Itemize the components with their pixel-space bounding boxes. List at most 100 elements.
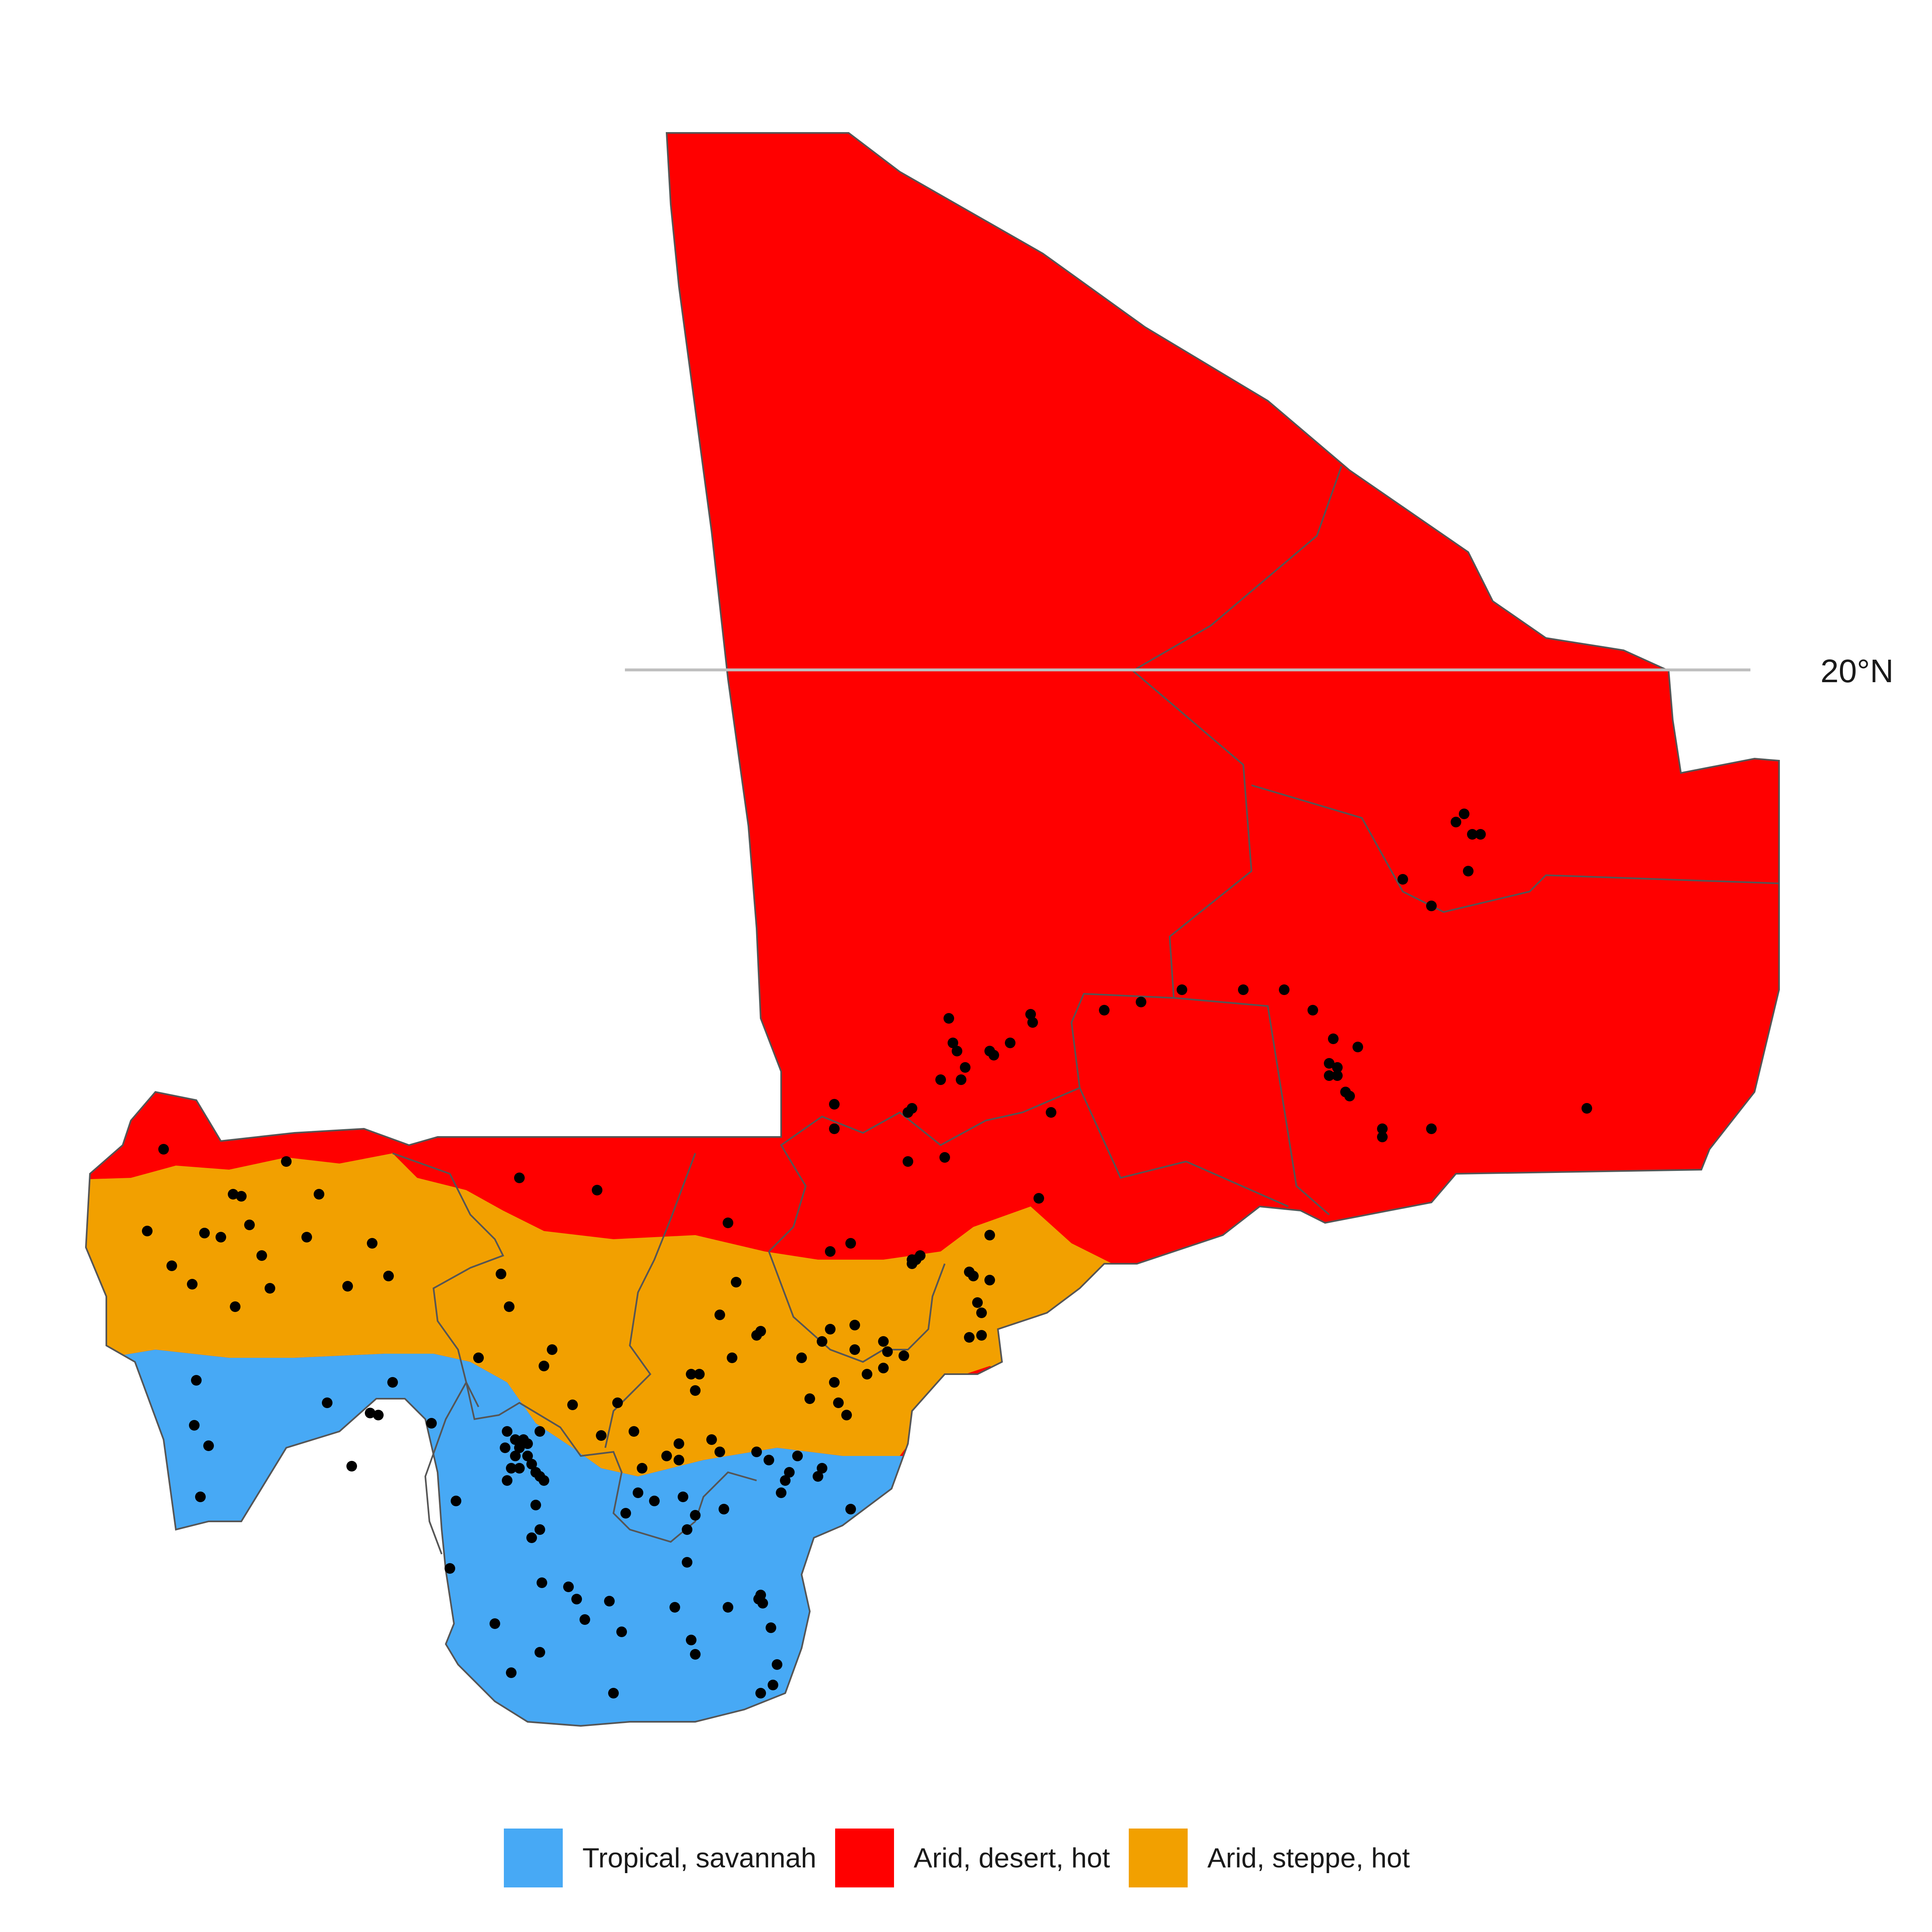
observation-point: [195, 1492, 206, 1502]
observation-point: [504, 1301, 514, 1312]
observation-point: [547, 1344, 557, 1355]
observation-point: [373, 1410, 384, 1420]
observation-point: [537, 1577, 547, 1588]
observation-point: [882, 1346, 893, 1357]
observation-point: [1307, 1005, 1318, 1015]
observation-point: [473, 1352, 484, 1363]
observation-point: [939, 1152, 950, 1163]
observation-point: [189, 1420, 200, 1431]
legend-item-tropical-savannah: Tropical, savannah: [504, 1829, 816, 1887]
observation-point: [1352, 1042, 1363, 1052]
region-border: [768, 1087, 1080, 1252]
observation-point: [383, 1271, 394, 1281]
observation-point: [829, 1377, 840, 1388]
legend-label: Arid, desert, hot: [914, 1842, 1110, 1874]
observation-point: [944, 1013, 954, 1024]
observation-point: [862, 1369, 872, 1379]
observation-point: [964, 1332, 975, 1343]
observation-point: [686, 1369, 696, 1379]
legend-label: Tropical, savannah: [582, 1842, 817, 1874]
observation-point: [731, 1277, 741, 1287]
observation-point: [841, 1410, 852, 1420]
observation-point: [792, 1451, 803, 1461]
observation-point: [899, 1350, 909, 1361]
observation-point: [984, 1275, 995, 1285]
region-border: [1251, 784, 1779, 913]
observation-point: [1025, 1009, 1036, 1020]
observation-point: [1005, 1038, 1015, 1048]
observation-point: [817, 1336, 827, 1347]
observation-point: [571, 1594, 582, 1604]
observation-point: [522, 1451, 533, 1461]
observation-point: [829, 1099, 840, 1110]
observation-point: [878, 1363, 889, 1373]
observation-point: [796, 1352, 807, 1363]
observation-point: [387, 1377, 398, 1388]
observation-point: [776, 1487, 786, 1498]
region-border: [424, 1382, 467, 1555]
observation-point: [972, 1297, 983, 1308]
observation-point: [714, 1447, 725, 1457]
observation-point: [535, 1647, 545, 1658]
observation-point: [530, 1500, 541, 1510]
observation-point: [514, 1442, 525, 1453]
observation-point: [845, 1238, 856, 1249]
observation-point: [907, 1258, 917, 1269]
observation-point: [1099, 1005, 1110, 1015]
observation-point: [1377, 1132, 1388, 1142]
observation-point: [772, 1659, 782, 1670]
observation-point: [166, 1260, 177, 1271]
observation-point: [984, 1230, 995, 1240]
observation-point: [1328, 1033, 1339, 1044]
observation-point: [766, 1622, 776, 1633]
observation-point: [751, 1447, 762, 1457]
observation-point: [580, 1614, 590, 1625]
observation-point: [690, 1385, 701, 1396]
observation-point: [592, 1185, 602, 1195]
observation-point: [451, 1496, 461, 1506]
observation-point: [244, 1220, 255, 1230]
latitude-label-20n: 20°N: [1820, 653, 1894, 689]
observation-point: [500, 1442, 510, 1453]
legend-item-arid-steppe-hot: Arid, steppe, hot: [1129, 1829, 1410, 1887]
observation-point: [817, 1463, 827, 1474]
observation-point: [804, 1393, 815, 1404]
observation-point: [784, 1467, 795, 1478]
observation-point: [723, 1218, 733, 1228]
legend-item-arid-desert-hot: Arid, desert, hot: [835, 1829, 1110, 1887]
observation-point: [535, 1524, 545, 1535]
observation-point: [1324, 1070, 1334, 1081]
observation-point: [1582, 1103, 1592, 1114]
observation-point: [1451, 817, 1461, 827]
observation-point: [719, 1504, 729, 1514]
observation-point: [686, 1635, 696, 1645]
observation-point: [1046, 1107, 1056, 1118]
observation-point: [849, 1320, 860, 1330]
observation-point: [682, 1557, 692, 1568]
observation-point: [342, 1281, 353, 1292]
observation-point: [1332, 1062, 1343, 1073]
observation-point: [314, 1189, 324, 1200]
legend-label: Arid, steppe, hot: [1207, 1842, 1410, 1874]
observation-point: [620, 1508, 631, 1519]
observation-point: [502, 1475, 512, 1486]
observation-point: [526, 1532, 537, 1543]
observation-point: [506, 1463, 517, 1474]
region-border: [1132, 670, 1330, 1215]
observation-point: [813, 1471, 823, 1482]
observation-point: [256, 1250, 267, 1261]
observation-point: [539, 1475, 549, 1486]
observation-point: [674, 1455, 684, 1465]
observation-point: [187, 1279, 198, 1289]
observation-point: [199, 1228, 210, 1238]
observation-point: [1136, 997, 1146, 1007]
observation-point: [510, 1451, 521, 1461]
observation-point: [514, 1463, 525, 1474]
observation-point: [637, 1463, 647, 1474]
observation-point: [506, 1667, 517, 1678]
observation-point: [727, 1352, 737, 1363]
observation-point: [976, 1330, 987, 1341]
observation-point: [502, 1426, 512, 1437]
observation-point: [751, 1330, 762, 1341]
